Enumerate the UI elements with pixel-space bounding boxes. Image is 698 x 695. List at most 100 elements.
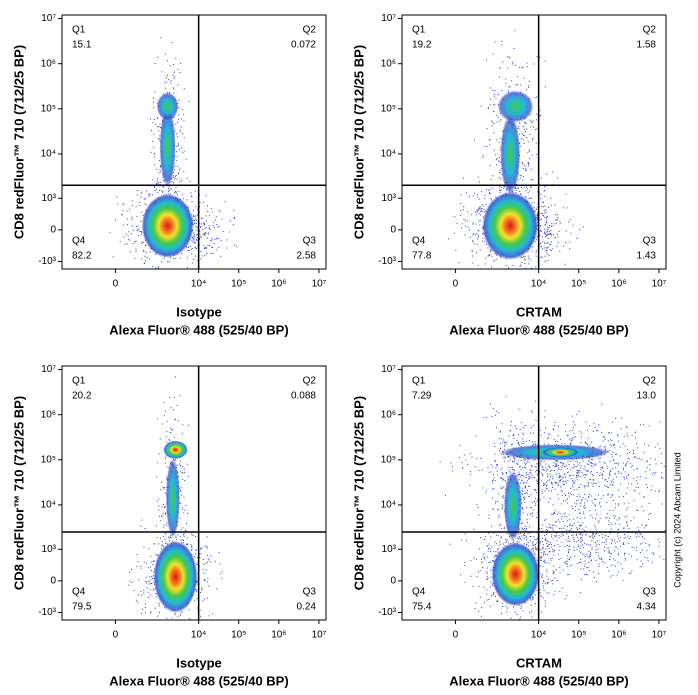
event-dot [547,578,549,580]
y-tick-label: -10³ [38,256,56,267]
event-dot [498,141,500,143]
quadrant-name: Q2 [303,376,317,387]
event-dot [153,187,155,189]
event-dot [551,481,553,483]
event-dot [549,550,551,552]
event-dot [587,481,589,483]
event-dot [157,56,159,58]
event-dot [661,453,663,455]
event-dot [525,459,527,461]
event-dot [584,476,586,478]
event-dot [579,431,581,433]
event-dot [464,581,466,583]
event-dot [633,456,635,458]
event-dot [610,565,612,567]
event-dot [154,189,156,191]
event-dot [193,237,195,239]
event-dot [490,249,492,251]
event-dot [522,433,524,435]
event-dot [153,543,155,545]
event-dot [591,534,593,536]
event-dot [177,144,179,146]
event-dot [609,530,611,532]
event-dot [540,225,542,227]
event-dot [494,259,496,261]
event-dot [564,466,566,468]
event-dot [477,236,479,238]
x-tick-label: 10⁵ [231,279,246,290]
event-dot [541,488,543,490]
event-dot [522,67,524,69]
event-dot [557,440,559,442]
event-dot [525,122,527,124]
event-dot [594,504,596,506]
event-dot [579,524,581,526]
event-dot [608,450,610,452]
event-dot [196,589,198,591]
event-dot [486,572,488,574]
event-dot [499,189,501,191]
event-dot [528,476,530,478]
event-dot [484,601,486,603]
event-dot [179,395,181,397]
event-dot [548,551,550,553]
event-dot [533,126,535,128]
event-dot [481,562,483,564]
event-dot [140,525,142,527]
event-dot [654,446,656,448]
event-dot [486,59,488,61]
event-dot [606,465,608,467]
event-dot [542,201,544,203]
event-dot [591,441,593,443]
event-dot [587,429,589,431]
event-dot [180,460,182,462]
event-dot [585,421,587,423]
event-dot [570,232,572,234]
event-dot [202,600,204,602]
event-dot [556,540,558,542]
event-dot [552,583,554,585]
event-dot [167,191,169,193]
event-dot [509,471,511,473]
event-dot [639,552,641,554]
event-dot [544,189,546,191]
event-dot [684,544,685,545]
event-dot [544,539,546,541]
event-dot [456,222,458,224]
event-dot [606,566,608,568]
event-dot [145,611,147,613]
event-dot [520,522,522,524]
quadrant-name: Q4 [72,587,86,598]
event-dot [472,585,474,587]
event-dot [140,230,142,232]
event-dot [489,254,491,256]
event-dot [203,563,205,565]
event-dot [493,111,495,113]
event-dot [163,524,165,526]
event-dot [622,443,624,445]
event-dot [200,258,202,260]
event-dot [500,543,502,545]
event-dot [529,536,531,538]
event-dot [491,583,493,585]
event-dot [547,473,549,475]
event-dot [625,426,627,428]
event-dot [175,58,177,60]
event-dot [506,533,508,535]
event-dot [651,485,653,487]
event-dot [528,263,530,265]
event-dot [602,467,604,469]
event-dot [483,208,485,210]
event-dot [525,536,527,538]
event-dot [122,204,124,206]
event-dot [596,430,598,432]
event-dot [548,466,550,468]
event-dot [605,517,607,519]
event-dot [528,255,530,257]
event-dot [604,550,606,552]
event-dot [488,254,490,256]
event-dot [592,459,594,461]
event-dot [174,123,176,125]
event-dot [519,177,521,179]
event-dot [204,579,206,581]
